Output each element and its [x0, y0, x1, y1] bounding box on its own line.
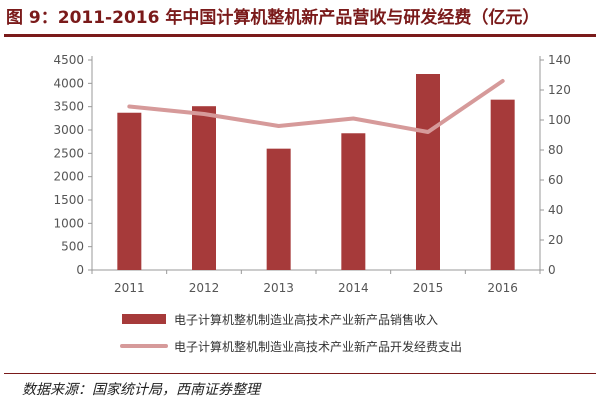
- chart-canvas: 0 500 1000 1500 2000 2500 3000 3500 4000 4500 0 20 4…: [53, 53, 571, 354]
- y-left-tick-label: 1000: [53, 216, 84, 230]
- bar-2013: [266, 148, 291, 270]
- y-right-tick-label: 80: [548, 143, 563, 157]
- x-tick-label: 2012: [189, 281, 220, 295]
- y-left-tick-label: 0: [76, 263, 84, 277]
- x-tick-label: 2016: [487, 281, 518, 295]
- y-right-tick-label: 100: [548, 113, 571, 127]
- y-left-tick-label: 4000: [53, 76, 84, 90]
- title-divider: [4, 34, 596, 37]
- y-left-tick-label: 2000: [53, 170, 84, 184]
- legend-line-label: 电子计算机整机制造业高技术产业新产品开发经费支出: [174, 339, 462, 354]
- y-left-tick-label: 4500: [53, 53, 84, 67]
- bar-2014: [341, 133, 366, 270]
- y-right-tick-label: 0: [548, 263, 556, 277]
- y-left-tick-label: 3500: [53, 100, 84, 114]
- y-left-tick-label: 500: [61, 240, 84, 254]
- x-tick-label: 2011: [114, 281, 145, 295]
- y-right-tick-label: 60: [548, 173, 563, 187]
- y-right-tick-label: 120: [548, 83, 571, 97]
- y-right-tick-label: 140: [548, 53, 571, 67]
- y-right-tick-label: 40: [548, 203, 563, 217]
- bar-2016: [490, 99, 515, 271]
- y-right-tick-label: 20: [548, 233, 563, 247]
- y-left-tick-label: 3000: [53, 123, 84, 137]
- source-note: 数据来源：国家统计局，西南证券整理: [22, 382, 260, 398]
- legend-bar-label: 电子计算机整机制造业高技术产业新产品销售收入: [174, 312, 438, 327]
- bar-2015: [416, 74, 440, 270]
- chart-title: 图 9：2011-2016 年中国计算机整机新产品营收与研发经费（亿元）: [6, 8, 540, 28]
- bar-2012: [192, 106, 216, 270]
- x-tick-label: 2013: [263, 281, 294, 295]
- x-tick-label: 2015: [413, 281, 444, 295]
- expense-line: [127, 79, 505, 134]
- x-tick-label: 2014: [338, 281, 369, 295]
- y-left-tick-label: 2500: [53, 146, 84, 160]
- y-left-tick-label: 1500: [53, 193, 84, 207]
- footer-divider: [4, 373, 596, 374]
- bar-2011: [117, 112, 142, 270]
- legend-bar-swatch: [122, 314, 166, 324]
